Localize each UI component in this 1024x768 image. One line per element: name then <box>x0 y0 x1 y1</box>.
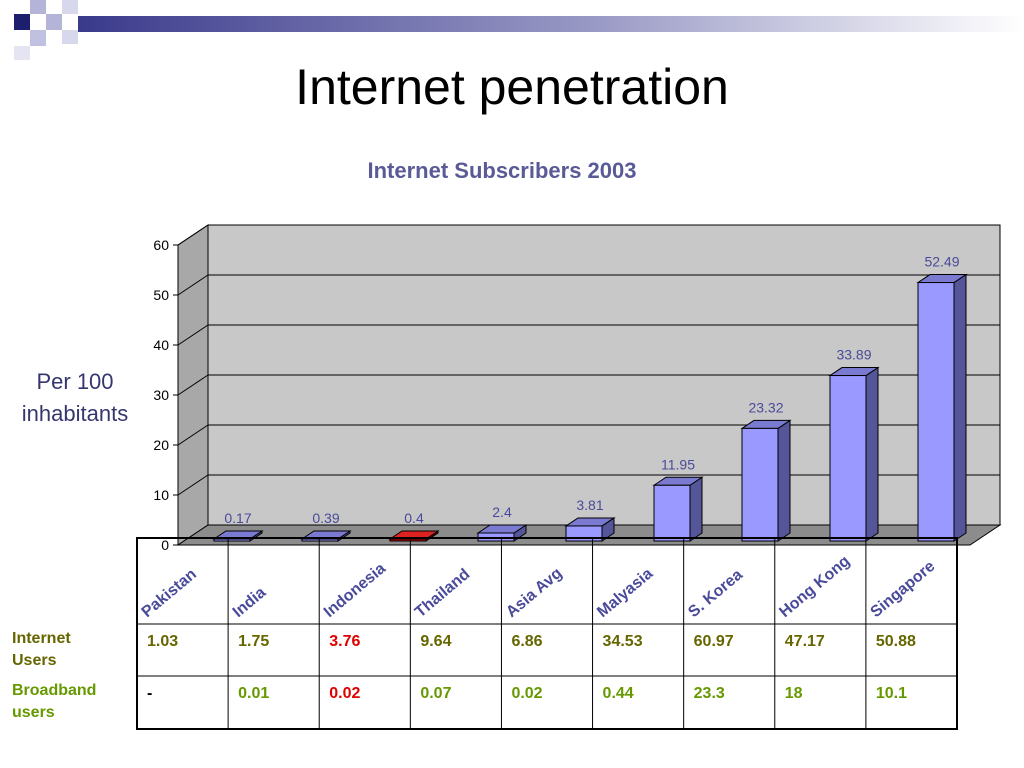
y-axis-title-line2: inhabitants <box>21 401 129 426</box>
bar-side <box>865 366 879 542</box>
x-category-label: Singapore <box>868 558 939 621</box>
table-cell: 34.53 <box>602 633 643 650</box>
y-tick-label: 50 <box>153 287 169 303</box>
gridline-side <box>177 224 209 246</box>
table-cell: 9.64 <box>420 633 452 650</box>
y-tick-label: 60 <box>153 237 169 253</box>
bar-side <box>777 419 791 542</box>
bar <box>213 538 251 542</box>
table-cell: 47.17 <box>784 633 825 650</box>
bar-value-label: 23.32 <box>748 399 783 415</box>
y-tick-label: 30 <box>153 387 169 403</box>
x-category-label: Pakistan <box>139 566 200 621</box>
y-tick-label: 40 <box>153 337 169 353</box>
table-row-label-line2: users <box>12 704 55 721</box>
bar <box>301 538 339 542</box>
bar <box>389 538 427 542</box>
decorative-header-squares <box>14 0 1024 60</box>
bar-value-label: 52.49 <box>924 254 959 270</box>
table-cell: 3.76 <box>329 633 361 650</box>
bar-side <box>953 273 967 542</box>
gridline-side <box>177 474 209 496</box>
gridline-side <box>177 374 209 396</box>
bar-value-label: 0.17 <box>224 510 251 526</box>
x-category-label: India <box>230 584 270 621</box>
table-cell: 0.07 <box>420 685 452 702</box>
table-cell: 0.44 <box>602 685 634 702</box>
slide-title: Internet penetration <box>295 59 729 115</box>
bar <box>741 427 779 542</box>
gridline-side <box>177 424 209 446</box>
table-cell: 0.01 <box>238 685 270 702</box>
table-row-label-line1: Internet <box>12 630 71 647</box>
bar-value-label: 33.89 <box>836 347 871 363</box>
y-axis-title-line1: Per 100 <box>36 369 114 394</box>
table-cell: 0.02 <box>329 685 361 702</box>
gridline-side <box>177 274 209 296</box>
bar-value-label: 11.95 <box>661 456 695 472</box>
bar <box>653 484 691 542</box>
table-border <box>136 537 958 730</box>
y-tick-label: 0 <box>161 537 169 553</box>
table-row-label: Internet Users <box>12 628 136 672</box>
bar-value-label: 2.4 <box>492 504 512 520</box>
x-category-label: Indonesia <box>321 560 389 621</box>
table-cell: 0.02 <box>511 685 543 702</box>
table-cell: 1.75 <box>238 633 270 650</box>
table-row-label: Broadband users <box>12 680 136 724</box>
table-row-label-line1: Broadband <box>12 682 97 699</box>
table-cell: 1.03 <box>147 633 179 650</box>
bar-value-label: 3.81 <box>576 497 603 513</box>
bar <box>917 282 955 542</box>
table-cell: 10.1 <box>875 685 908 702</box>
x-category-label: S. Korea <box>685 566 746 621</box>
x-category-label: Thailand <box>412 566 473 621</box>
table-cell: 50.88 <box>875 633 916 650</box>
table-cell: 18 <box>784 685 803 702</box>
y-tick-label: 10 <box>153 487 169 503</box>
bar-value-label: 0.4 <box>404 510 424 526</box>
table-cell: 60.97 <box>693 633 734 650</box>
bar-side <box>689 476 703 542</box>
bar <box>829 375 867 542</box>
chart-title: Internet Subscribers 2003 <box>367 158 637 183</box>
y-axis-title: Per 100 inhabitants <box>0 366 150 430</box>
table-cell: 6.86 <box>511 633 543 650</box>
x-category-label: Hong Kong <box>776 553 853 621</box>
table-cell: 23.3 <box>693 685 725 702</box>
bar-value-label: 0.39 <box>312 510 339 526</box>
gridline-side <box>177 324 209 346</box>
x-category-label: Malyasia <box>594 565 656 621</box>
x-category-label: Asia Avg <box>503 565 565 621</box>
table-row-label-line2: Users <box>12 652 57 669</box>
table-cell: - <box>147 685 153 702</box>
y-tick-label: 20 <box>153 437 169 453</box>
